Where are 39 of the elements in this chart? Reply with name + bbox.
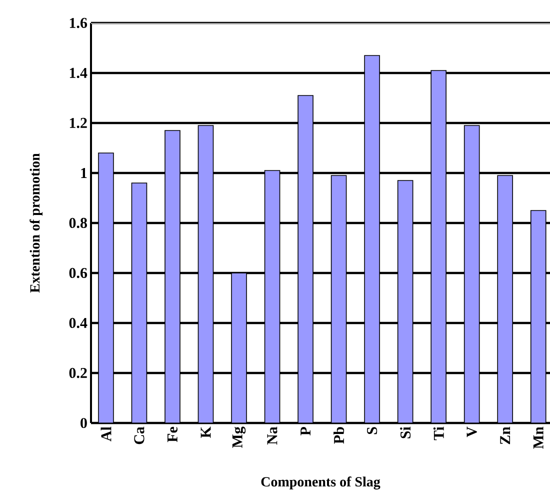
x-axis-title: Components of Slag [261, 476, 380, 490]
x-tick-label: Fe [168, 426, 178, 442]
x-tick-label: S [367, 427, 378, 434]
x-tick-label: Na [267, 426, 278, 445]
bar [530, 210, 546, 423]
x-tick-label: Ca [134, 426, 144, 444]
x-tick-label: K [200, 426, 211, 438]
x-tick-label: Zn [500, 426, 510, 444]
x-tick-label: Mn [533, 426, 544, 449]
bar [198, 125, 214, 423]
bar [497, 175, 514, 423]
y-tick-label: 0.2 [69, 368, 87, 378]
bar [131, 182, 148, 423]
y-tick-label: 1 [81, 168, 87, 178]
bar [298, 95, 314, 423]
x-tick-label: Pb [334, 427, 344, 444]
bar [98, 152, 114, 423]
bar [397, 180, 414, 423]
x-tick-label: V [466, 426, 477, 438]
x-tick-label: Ti [433, 426, 444, 440]
bar [364, 55, 380, 423]
x-tick-label: Mg [232, 426, 246, 448]
bar [164, 130, 180, 423]
bar [464, 125, 480, 423]
y-tick-label: 0 [80, 418, 87, 428]
bar [264, 170, 280, 423]
bar [430, 70, 446, 423]
y-tick-label: 0.8 [69, 218, 87, 228]
x-tick-label: Al [100, 426, 112, 442]
y-axis-title: Extention of promotion [30, 153, 42, 293]
y-tick-label: 1.6 [70, 18, 88, 28]
bar [330, 175, 347, 423]
y-tick-label: 0.6 [69, 268, 88, 278]
x-tick-label: Si [400, 426, 411, 438]
bar [231, 272, 247, 423]
y-tick-label: 0.4 [69, 318, 88, 328]
x-tick-label: P [300, 426, 310, 436]
y-tick-label: 1.2 [70, 118, 87, 128]
y-tick-label: 1.4 [70, 68, 88, 78]
